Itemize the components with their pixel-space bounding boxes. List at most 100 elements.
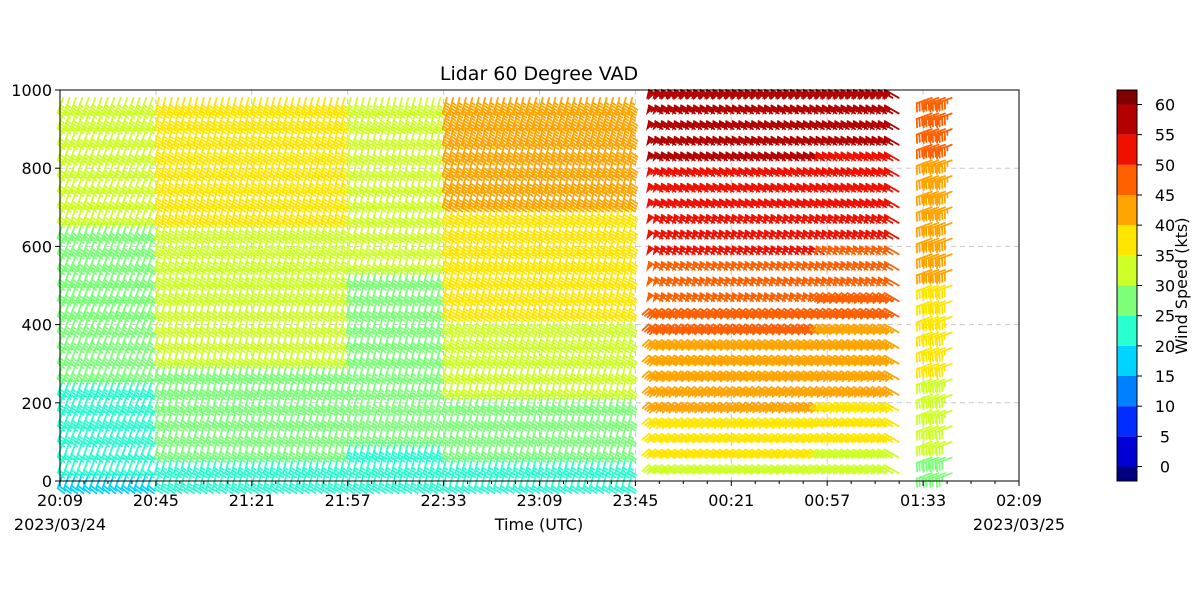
- barb-half-flag: [226, 245, 232, 250]
- barb-half-flag: [277, 245, 284, 250]
- barb-flag: [82, 330, 91, 338]
- barb-flag: [101, 252, 111, 260]
- barb-half-flag: [169, 198, 175, 203]
- barb-half-flag: [97, 403, 103, 409]
- barb-flag: [63, 158, 72, 166]
- barb-flag: [82, 283, 91, 291]
- barb-half-flag: [200, 182, 207, 187]
- barb-flag: [76, 359, 86, 367]
- barb-half-flag: [232, 260, 239, 265]
- barb-flag: [63, 346, 72, 354]
- barb-half-flag: [239, 198, 245, 203]
- barb-flag: [95, 393, 104, 401]
- barb-half-flag: [207, 151, 213, 156]
- barb-flag: [101, 487, 111, 495]
- barb-flag: [96, 390, 105, 398]
- barb-half-flag: [194, 213, 200, 218]
- barb-half-flag: [188, 245, 194, 250]
- barb-half-flag: [162, 245, 168, 250]
- barb-flag: [95, 456, 104, 463]
- barb-flag: [63, 237, 72, 244]
- barb-half-flag: [169, 260, 175, 265]
- barb-half-flag: [175, 135, 181, 140]
- barb-half-flag: [129, 372, 135, 377]
- barb-flag: [56, 221, 66, 229]
- barb-flag: [70, 422, 80, 430]
- barb-half-flag: [251, 482, 257, 487]
- barb-flag: [101, 456, 111, 463]
- barb-half-flag: [239, 291, 245, 296]
- barb-flag: [70, 109, 80, 117]
- barb-flag: [102, 359, 111, 367]
- barb-half-flag: [168, 482, 174, 487]
- barb-half-flag: [65, 419, 71, 424]
- barb-half-flag: [181, 435, 187, 440]
- barb-flag: [89, 281, 99, 289]
- barb-flag: [56, 174, 66, 182]
- barb-half-flag: [239, 135, 245, 140]
- barb-half-flag: [290, 213, 296, 218]
- barb-half-flag: [161, 451, 168, 456]
- barb-half-flag: [187, 482, 193, 487]
- barb-half-flag: [161, 466, 168, 471]
- barb-flag: [76, 456, 85, 463]
- barb-half-flag: [245, 182, 252, 187]
- barb-flag: [83, 343, 92, 351]
- barb-half-flag: [103, 356, 109, 362]
- barb-flag: [69, 409, 79, 417]
- barb-half-flag: [290, 135, 296, 140]
- barb-half-flag: [289, 466, 296, 471]
- barb-half-flag: [141, 435, 147, 440]
- barb-flag: [95, 424, 104, 432]
- barb-half-flag: [84, 403, 90, 409]
- barb-half-flag: [103, 341, 109, 346]
- barb-flag: [63, 330, 72, 338]
- barb-flag: [70, 281, 80, 289]
- barb-half-flag: [213, 198, 220, 203]
- barb-flag: [76, 409, 85, 417]
- barb-flag: [64, 406, 73, 414]
- barb-half-flag: [284, 135, 290, 140]
- barb-half-flag: [207, 260, 213, 265]
- barb-half-flag: [238, 435, 244, 440]
- barb-half-flag: [169, 291, 175, 296]
- barb-half-flag: [90, 419, 96, 424]
- barb-flag: [89, 250, 99, 257]
- barb-flag: [101, 440, 111, 448]
- barb-flag: [88, 221, 98, 229]
- barb-flag: [69, 143, 79, 151]
- barb-half-flag: [207, 166, 213, 171]
- barb-flag: [76, 174, 85, 182]
- barb-half-flag: [161, 435, 168, 440]
- barb-half-flag: [109, 403, 116, 409]
- barb-half-flag: [232, 245, 239, 250]
- barb-half-flag: [213, 435, 219, 440]
- barb-half-flag: [77, 356, 84, 362]
- barb-half-flag: [289, 451, 296, 456]
- barb-half-flag: [162, 135, 168, 140]
- barb-half-flag: [220, 276, 226, 281]
- barb-flag: [102, 250, 111, 257]
- barb-flag: [89, 453, 99, 461]
- barb-half-flag: [264, 198, 271, 203]
- barb-flag: [96, 328, 105, 336]
- barb-flag: [102, 328, 111, 336]
- barb-flag: [76, 171, 86, 179]
- barb-flag: [69, 190, 79, 198]
- barb-half-flag: [169, 151, 175, 156]
- barb-half-flag: [78, 104, 85, 109]
- barb-flag: [64, 328, 73, 336]
- barb-half-flag: [264, 213, 271, 218]
- barb-half-flag: [110, 119, 116, 125]
- barb-half-flag: [225, 466, 232, 471]
- barb-flag: [89, 359, 99, 367]
- barb-half-flag: [155, 451, 161, 456]
- barb-half-flag: [277, 291, 284, 296]
- barb-half-flag: [252, 166, 258, 171]
- barb-flag: [82, 377, 91, 385]
- barb-flag: [82, 487, 91, 495]
- barb-half-flag: [109, 419, 116, 424]
- barb-half-flag: [181, 166, 188, 171]
- barb-flag: [101, 346, 111, 354]
- barb-half-flag: [194, 260, 200, 265]
